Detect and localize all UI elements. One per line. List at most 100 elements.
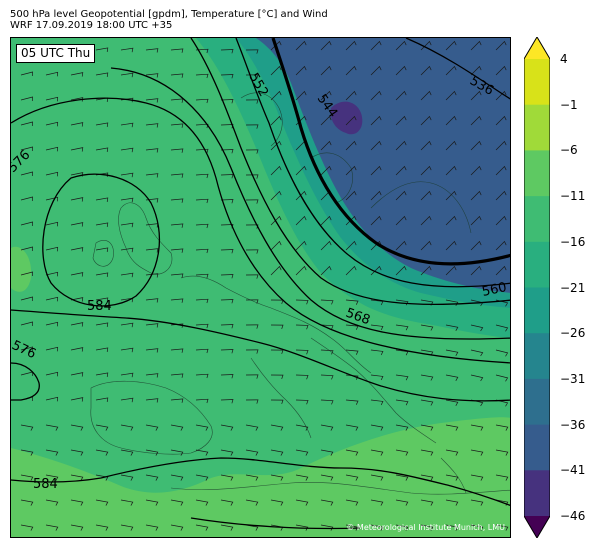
wind-barb bbox=[470, 474, 484, 481]
wind-barb bbox=[370, 90, 382, 101]
wind-barb bbox=[320, 424, 334, 431]
wind-barb bbox=[45, 371, 59, 377]
wind-barb bbox=[95, 424, 109, 431]
wind-barb bbox=[170, 148, 184, 153]
wind-barb bbox=[270, 65, 282, 76]
wind-barb bbox=[145, 373, 159, 378]
wind-barb bbox=[445, 324, 459, 331]
wind-barb bbox=[270, 424, 284, 431]
wind-barb bbox=[295, 474, 309, 481]
chart-title-line2: WRF 17.09.2019 18:00 UTC +35 bbox=[10, 20, 173, 31]
wind-barb bbox=[295, 374, 309, 380]
wind-barb bbox=[120, 322, 134, 328]
wind-barb bbox=[45, 146, 59, 152]
wind-barb bbox=[145, 148, 159, 153]
forecast-time-label: 05 UTC Thu bbox=[16, 44, 96, 63]
wind-barb bbox=[420, 424, 434, 431]
wind-barb bbox=[445, 524, 459, 531]
wind-barbs bbox=[20, 40, 509, 531]
wind-barb bbox=[245, 49, 259, 54]
wind-barb bbox=[195, 123, 209, 129]
contour-584-ring bbox=[42, 173, 161, 307]
wind-barb bbox=[170, 524, 184, 531]
wind-barb bbox=[245, 449, 259, 456]
weather-map: 552 544 536 576 584 568 560 576 584 bbox=[10, 37, 511, 538]
wind-barb bbox=[45, 449, 59, 456]
temperature-colorbar bbox=[524, 37, 550, 538]
wind-barb bbox=[445, 424, 459, 431]
contour-560 bbox=[190, 38, 510, 306]
wind-barb bbox=[220, 349, 234, 354]
wind-barb bbox=[95, 147, 109, 152]
wind-barb bbox=[95, 347, 109, 352]
wind-barb bbox=[20, 499, 34, 506]
wind-barb bbox=[45, 271, 59, 277]
wind-barb bbox=[70, 122, 84, 127]
wind-barb bbox=[295, 499, 309, 506]
wind-barb bbox=[445, 115, 457, 126]
wind-barb bbox=[70, 97, 84, 102]
wind-barb bbox=[395, 140, 407, 151]
wind-barb bbox=[120, 372, 134, 378]
wind-barb bbox=[420, 165, 432, 176]
wind-barb bbox=[395, 240, 407, 251]
wind-barb bbox=[145, 323, 159, 328]
wind-barb bbox=[145, 499, 159, 506]
wind-barb bbox=[95, 72, 109, 77]
wind-barb bbox=[270, 240, 282, 251]
wind-barb bbox=[120, 524, 134, 531]
wind-barb bbox=[195, 223, 209, 229]
wind-barb bbox=[20, 171, 33, 177]
wind-barb bbox=[170, 499, 184, 506]
wind-barb bbox=[420, 399, 434, 406]
wind-barb bbox=[270, 115, 282, 126]
wind-barb bbox=[220, 99, 234, 104]
wind-barb bbox=[245, 224, 259, 229]
wind-barb bbox=[420, 240, 432, 251]
wind-barb bbox=[320, 324, 334, 330]
wind-barb bbox=[70, 524, 84, 531]
wind-barb bbox=[220, 249, 234, 254]
wind-barb bbox=[145, 198, 159, 203]
wind-barb bbox=[420, 140, 432, 151]
wind-barb bbox=[345, 215, 357, 226]
wind-barb bbox=[495, 374, 509, 382]
wind-barb bbox=[45, 499, 59, 506]
wind-barb bbox=[120, 499, 134, 506]
wind-barb bbox=[370, 65, 382, 76]
wind-barb bbox=[445, 399, 459, 406]
wind-barb bbox=[495, 524, 509, 531]
wind-barb bbox=[370, 349, 384, 356]
wind-barb bbox=[345, 449, 359, 456]
wind-barb bbox=[245, 374, 259, 379]
contour-576-south bbox=[190, 517, 362, 530]
wind-barb bbox=[470, 215, 482, 226]
wind-barb bbox=[95, 297, 109, 302]
wind-barb bbox=[70, 272, 84, 277]
wind-barb bbox=[295, 424, 309, 431]
wind-barb bbox=[195, 348, 209, 354]
wind-barb bbox=[220, 374, 234, 379]
wind-barb bbox=[370, 374, 384, 381]
contour-576-sw bbox=[11, 362, 40, 401]
colorbar-tick-label: −26 bbox=[560, 326, 586, 341]
wind-barb bbox=[220, 324, 234, 329]
contour-536 bbox=[405, 38, 510, 100]
wind-barb bbox=[445, 140, 457, 151]
wind-barb bbox=[270, 140, 282, 151]
colorbar-tick-label: 4 bbox=[560, 52, 568, 66]
wind-barb bbox=[295, 324, 309, 330]
wind-barb bbox=[470, 165, 482, 176]
wind-barb bbox=[395, 424, 409, 431]
wind-barb bbox=[395, 449, 409, 456]
wind-barb bbox=[170, 474, 184, 481]
wind-barb bbox=[395, 215, 407, 226]
wind-barb bbox=[120, 147, 134, 153]
wind-barb bbox=[270, 499, 284, 506]
wind-barb bbox=[95, 474, 109, 481]
wind-barb bbox=[45, 171, 59, 177]
wind-barb bbox=[120, 272, 134, 278]
wind-barb bbox=[195, 298, 209, 304]
wind-barb bbox=[295, 65, 307, 76]
wind-barb bbox=[220, 524, 234, 531]
